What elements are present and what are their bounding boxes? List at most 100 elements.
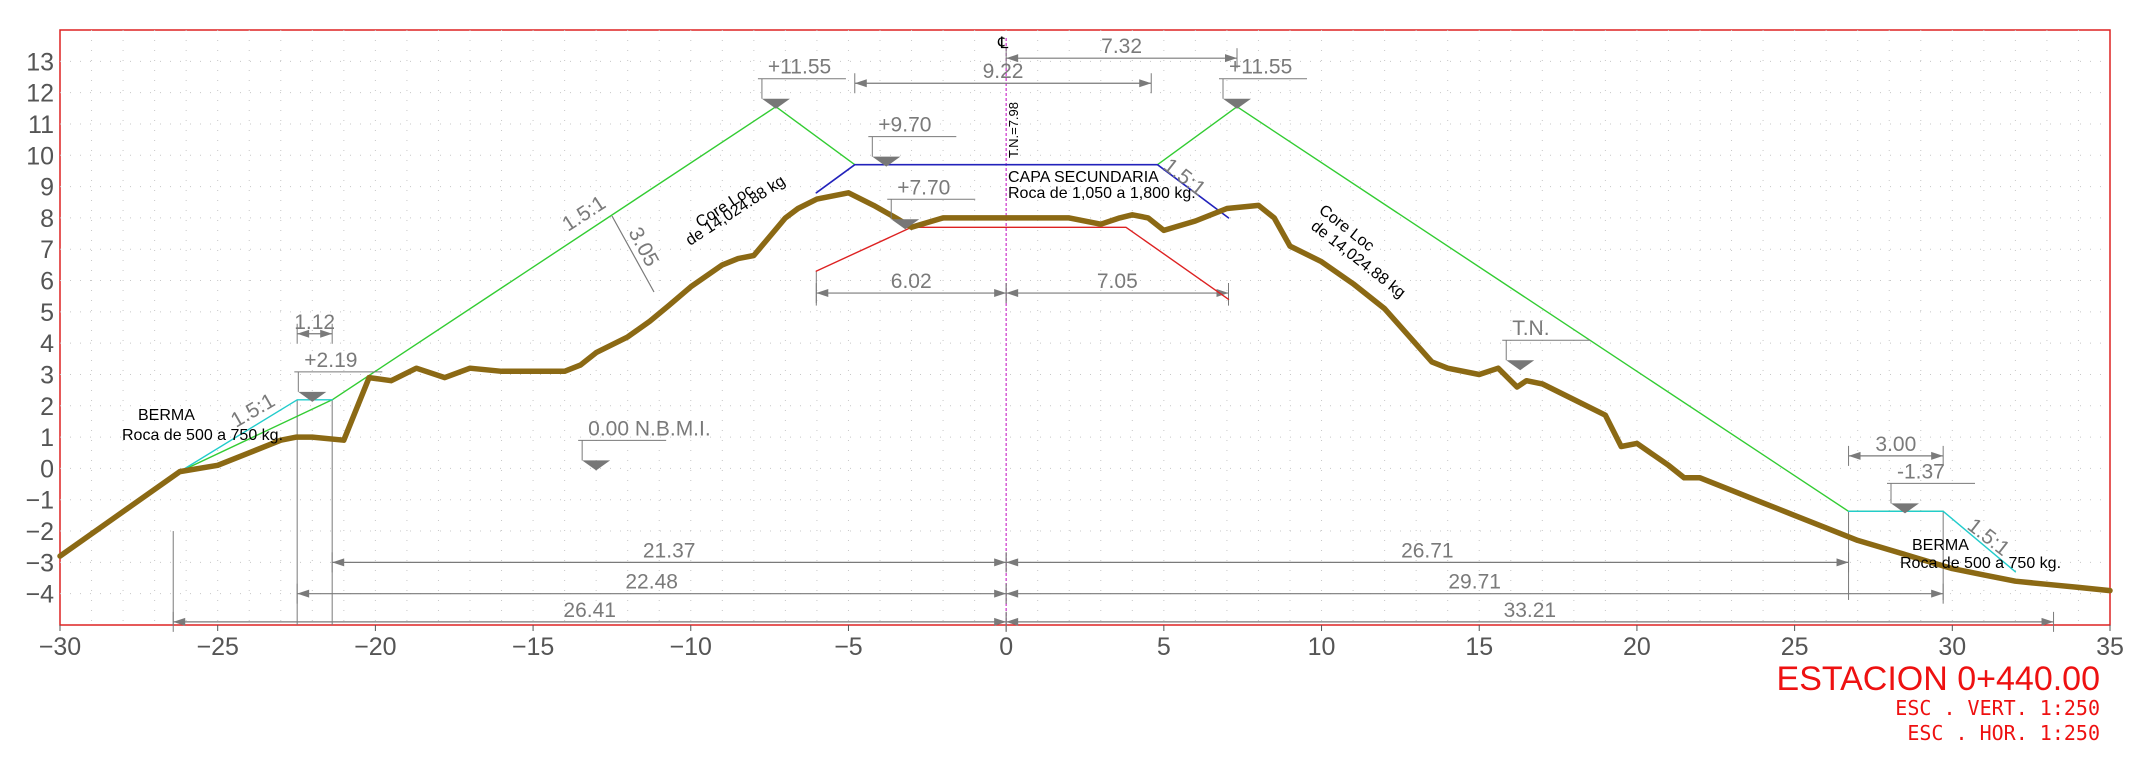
series-layer — [57, 105, 2113, 594]
y-tick-label: 7 — [40, 236, 54, 264]
dimension-arrow — [994, 558, 1007, 567]
dimension-arrow — [1848, 451, 1861, 460]
elevation-label: +2.19 — [304, 349, 357, 372]
x-tick-label: 0 — [999, 633, 1013, 661]
core-left-label-2: de 14,024.88 kg — [683, 173, 789, 250]
elevation-markers: +11.55 +11.55 +9.70 +7.70 +2.19 -1.37 T.N. 0.00… — [294, 56, 1975, 514]
dimension-arrow — [1006, 289, 1019, 298]
station-title: ESTACION 0+440.00 — [1777, 660, 2100, 698]
elevation-triangle — [298, 391, 327, 402]
y-tick-label: 11 — [28, 111, 54, 139]
y-tick-label: 12 — [26, 80, 54, 108]
y-tick-label: 2 — [40, 393, 54, 421]
berma-right-label-1: BERMA — [1912, 537, 1969, 554]
x-tick-label: 5 — [1157, 633, 1171, 661]
y-tick-label: 13 — [26, 48, 54, 76]
dimension-label: 1.12 — [294, 311, 335, 334]
drawing-frame — [59, 29, 2111, 626]
dimension-arrow — [173, 617, 186, 626]
y-tick-label: 9 — [40, 174, 54, 202]
dimension-arrow — [1006, 589, 1019, 598]
base-line — [815, 226, 1230, 300]
elevation-triangle — [761, 98, 790, 109]
dimension-label: 7.05 — [1097, 270, 1138, 293]
dimension-arrow — [297, 329, 310, 338]
elevation-label: +9.70 — [878, 114, 931, 137]
dimension-label: 6.02 — [891, 270, 932, 293]
berma-left-label-2: Roca de 500 a 750 kg. — [122, 427, 283, 444]
x-tick-label: 25 — [1781, 633, 1809, 661]
dimension-arrow — [1931, 589, 1944, 598]
x-tick-label: −5 — [834, 633, 863, 661]
berma-right-label-2: Roca de 500 a 750 kg. — [1900, 555, 2061, 572]
dimension-arrow — [1931, 451, 1944, 460]
x-tick-label: 35 — [2096, 633, 2124, 661]
berma-left-line — [179, 399, 333, 473]
slope-label-left-core: 1.5:1 — [558, 191, 610, 236]
elevation-triangle — [872, 156, 901, 167]
dimension-label: 9.22 — [983, 60, 1024, 83]
dimension-arrow — [994, 589, 1007, 598]
scale-horizontal: ESC . HOR. 1:250 — [1907, 721, 2100, 745]
dimension-arrow — [1006, 54, 1019, 63]
dimension-arrow — [994, 289, 1007, 298]
core-line — [179, 105, 1944, 512]
x-tick-label: 15 — [1465, 633, 1493, 661]
x-tick-label: 20 — [1623, 633, 1651, 661]
grid-layer — [60, 30, 2110, 625]
y-tick-label: −1 — [25, 487, 54, 515]
x-tick-label: −30 — [39, 633, 81, 661]
elevation-triangle — [1506, 360, 1535, 371]
axis-ticks: −30 −25 −20 −15 −10 −5 0 5 10 15 20 25 30 35−4−3−2−10… — [25, 48, 2123, 661]
dimension-arrow — [816, 289, 829, 298]
dimension-label: 33.21 — [1504, 599, 1557, 622]
x-tick-label: 10 — [1308, 633, 1336, 661]
dimension-label: 26.41 — [563, 599, 616, 622]
elevation-label: +7.70 — [897, 176, 950, 199]
dimension-arrow — [854, 79, 867, 88]
elevation-label: +11.55 — [1229, 56, 1292, 79]
dimension-layer: 7.32 9.22 6.02 7.05 1.12 3.00 21.37 26.71 22.48 2… — [172, 35, 2055, 632]
y-tick-label: 0 — [40, 455, 54, 483]
slope-label-berma-right: 1.5:1 — [1963, 514, 2014, 561]
elevation-label: +11.55 — [768, 56, 831, 79]
x-tick-label: 30 — [1938, 633, 1966, 661]
dimension-arrow — [1139, 79, 1152, 88]
y-tick-label: −3 — [25, 549, 54, 577]
y-tick-label: −2 — [25, 518, 54, 546]
dimension-arrow — [1006, 558, 1019, 567]
berma-left-label-1: BERMA — [138, 407, 195, 424]
x-tick-label: −25 — [196, 633, 238, 661]
elevation-triangle — [891, 219, 920, 230]
scale-vertical: ESC . VERT. 1:250 — [1895, 696, 2100, 720]
slope-label-berma-left: 1.5:1 — [227, 389, 279, 432]
y-tick-label: −4 — [25, 581, 54, 609]
x-tick-label: −20 — [354, 633, 396, 661]
capa-line — [815, 163, 1230, 219]
y-tick-label: 8 — [40, 205, 54, 233]
dim-305-line — [611, 215, 655, 293]
capa-label-2: Roca de 1,050 a 1,800 kg. — [1008, 185, 1196, 202]
y-tick-label: 1 — [40, 424, 54, 452]
elevation-triangle — [1223, 98, 1252, 109]
dimension-arrow — [1216, 289, 1229, 298]
x-tick-label: −10 — [670, 633, 712, 661]
y-tick-label: 6 — [40, 268, 54, 296]
y-tick-label: 5 — [40, 299, 54, 327]
centerline-symbol: ℄ — [997, 35, 1009, 52]
elevation-label: T.N. — [1512, 317, 1549, 340]
capa-label-1: CAPA SECUNDARIA — [1008, 169, 1159, 186]
dimension-label: 29.71 — [1448, 571, 1501, 594]
y-tick-label: 10 — [26, 142, 54, 170]
dimension-arrow — [994, 617, 1007, 626]
dimension-arrow — [1225, 54, 1238, 63]
dimension-arrow — [320, 329, 333, 338]
elevation-label: 0.00 N.B.M.I. — [588, 417, 711, 440]
x-tick-label: −15 — [512, 633, 554, 661]
dimension-arrow — [2041, 617, 2054, 626]
dimension-label: 21.37 — [643, 539, 696, 562]
elevation-triangle — [1891, 503, 1919, 514]
elevation-label: -1.37 — [1897, 460, 1945, 483]
berma-right-line — [1847, 510, 2017, 573]
